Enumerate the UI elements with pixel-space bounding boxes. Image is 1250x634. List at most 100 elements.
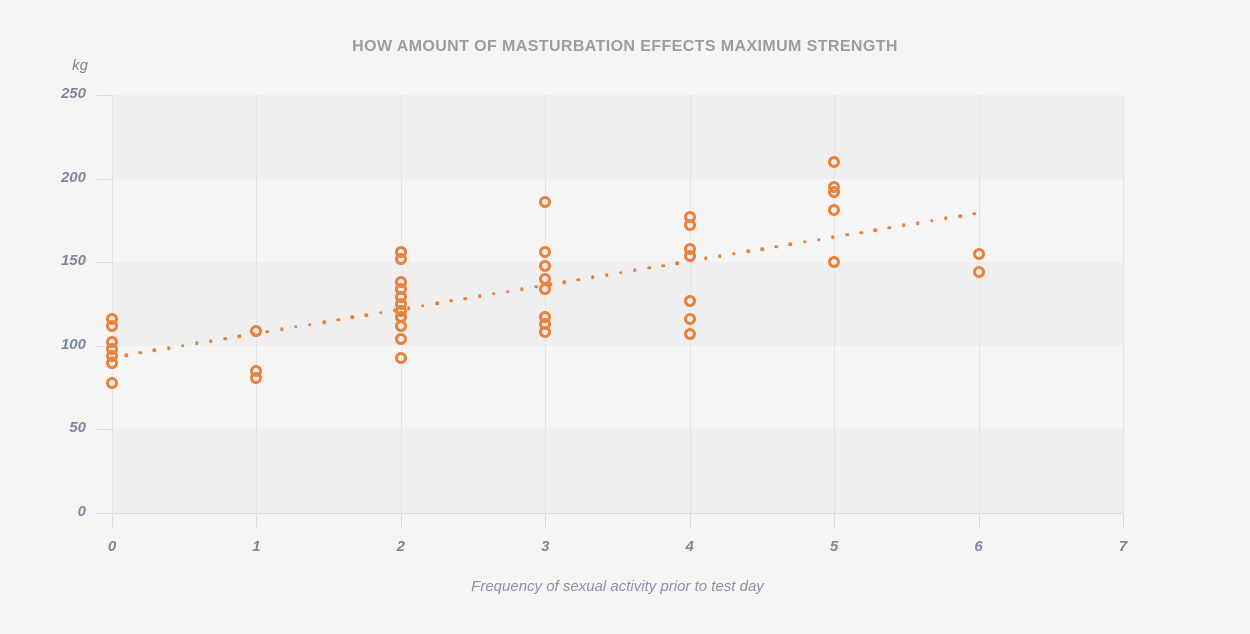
trendline-dot <box>195 341 199 346</box>
data-point <box>539 282 552 295</box>
x-axis-tick <box>112 513 113 529</box>
x-axis-tick <box>400 513 402 529</box>
gridline-vertical <box>834 95 836 513</box>
trendline-dot <box>237 334 241 339</box>
data-point <box>106 319 118 332</box>
trendline-dot <box>166 346 171 350</box>
data-point <box>828 256 841 269</box>
trendline-dot <box>477 294 482 298</box>
trendline-dot <box>859 230 863 235</box>
y-axis-tick <box>97 429 112 431</box>
trendline-dot <box>392 308 397 313</box>
trendline-dot <box>633 268 637 273</box>
trendline-dot <box>972 211 976 216</box>
plot-band <box>112 429 1123 513</box>
trendline-dot <box>619 270 623 275</box>
y-tick-label: 200 <box>60 168 86 186</box>
data-point <box>683 328 696 341</box>
gridline-vertical <box>1123 95 1124 513</box>
trendline-dot <box>421 303 425 308</box>
y-axis-tick <box>97 178 112 180</box>
trendline-dot <box>138 351 143 355</box>
trendline-dot <box>449 299 453 303</box>
trendline-dot <box>378 310 383 315</box>
y-axis-tick <box>97 262 112 264</box>
data-point <box>683 313 696 326</box>
y-tick-label: 150 <box>60 252 86 270</box>
trendline-dot <box>463 296 468 301</box>
trendline-dot <box>604 273 609 277</box>
data-point <box>250 324 263 337</box>
x-axis-line <box>97 513 1123 514</box>
trendline-dot <box>689 259 694 263</box>
data-point <box>539 326 552 339</box>
trendline-dot <box>760 247 764 251</box>
trendline-dot <box>534 285 538 289</box>
trendline-dot <box>788 242 793 247</box>
trendline-dot <box>817 237 821 242</box>
trendline-dot <box>930 219 934 223</box>
data-point <box>394 351 407 364</box>
trendline-dot <box>873 228 878 232</box>
trendline-dot <box>407 306 411 310</box>
x-tick-label: 5 <box>829 538 839 555</box>
trendline-dot <box>152 348 157 353</box>
trendline-dot <box>110 355 114 360</box>
trendline-dot <box>435 301 439 306</box>
data-point <box>828 204 841 217</box>
trendline-dot <box>802 240 807 244</box>
plot-band <box>112 95 1123 179</box>
x-tick-label: 3 <box>541 538 550 555</box>
trendline-dot <box>732 252 736 256</box>
trendline-dot <box>180 343 185 348</box>
x-axis-tick <box>1123 513 1124 529</box>
trendline-dot <box>364 313 369 317</box>
plot-band <box>112 262 1123 346</box>
data-point <box>828 185 841 198</box>
x-tick-label: 6 <box>974 538 983 555</box>
trendline-dot <box>520 287 524 291</box>
trendline-dot <box>915 221 920 225</box>
x-tick-label: 2 <box>396 538 406 555</box>
trendline-dot <box>562 280 567 284</box>
trendline-dot <box>506 289 510 294</box>
x-axis-title: Frequency of sexual activity prior to te… <box>471 578 764 595</box>
trendline-dot <box>251 332 256 336</box>
x-tick-label: 1 <box>252 538 261 555</box>
trendline-dot <box>590 275 595 280</box>
trendline-dot <box>661 263 666 268</box>
trendline-dot <box>322 320 326 324</box>
y-axis-tick <box>97 513 112 514</box>
data-point <box>106 376 118 389</box>
trendline-dot <box>308 322 312 327</box>
data-point <box>683 219 696 232</box>
trendline-dot <box>774 244 779 249</box>
gridline-vertical <box>545 95 547 513</box>
trendline-dot <box>548 282 552 287</box>
x-tick-label: 0 <box>107 538 117 555</box>
trendline-dot <box>647 266 651 270</box>
data-point <box>539 259 552 272</box>
trendline-dot <box>336 318 340 322</box>
chart-title: HOW AMOUNT OF MASTURBATION EFFECTS MAXIM… <box>352 38 898 55</box>
data-point <box>683 294 696 307</box>
x-axis-tick <box>545 513 547 529</box>
trendline-dot <box>944 216 948 221</box>
trendline-dot <box>901 223 906 228</box>
trendline-dot <box>223 336 227 341</box>
trendline-dot <box>718 254 722 258</box>
gridline-vertical <box>256 95 258 513</box>
x-axis-tick <box>834 513 836 529</box>
x-tick-label: 4 <box>685 538 694 555</box>
trendline-dot <box>491 292 496 296</box>
data-point <box>394 319 407 332</box>
trendline-dot <box>350 315 355 320</box>
data-point <box>394 333 407 346</box>
y-axis-tick <box>97 95 112 96</box>
data-point <box>250 371 263 384</box>
trendline-dot <box>746 249 750 254</box>
gridline-vertical <box>112 95 113 513</box>
y-axis-tick <box>97 345 112 347</box>
x-axis-tick <box>256 513 258 529</box>
